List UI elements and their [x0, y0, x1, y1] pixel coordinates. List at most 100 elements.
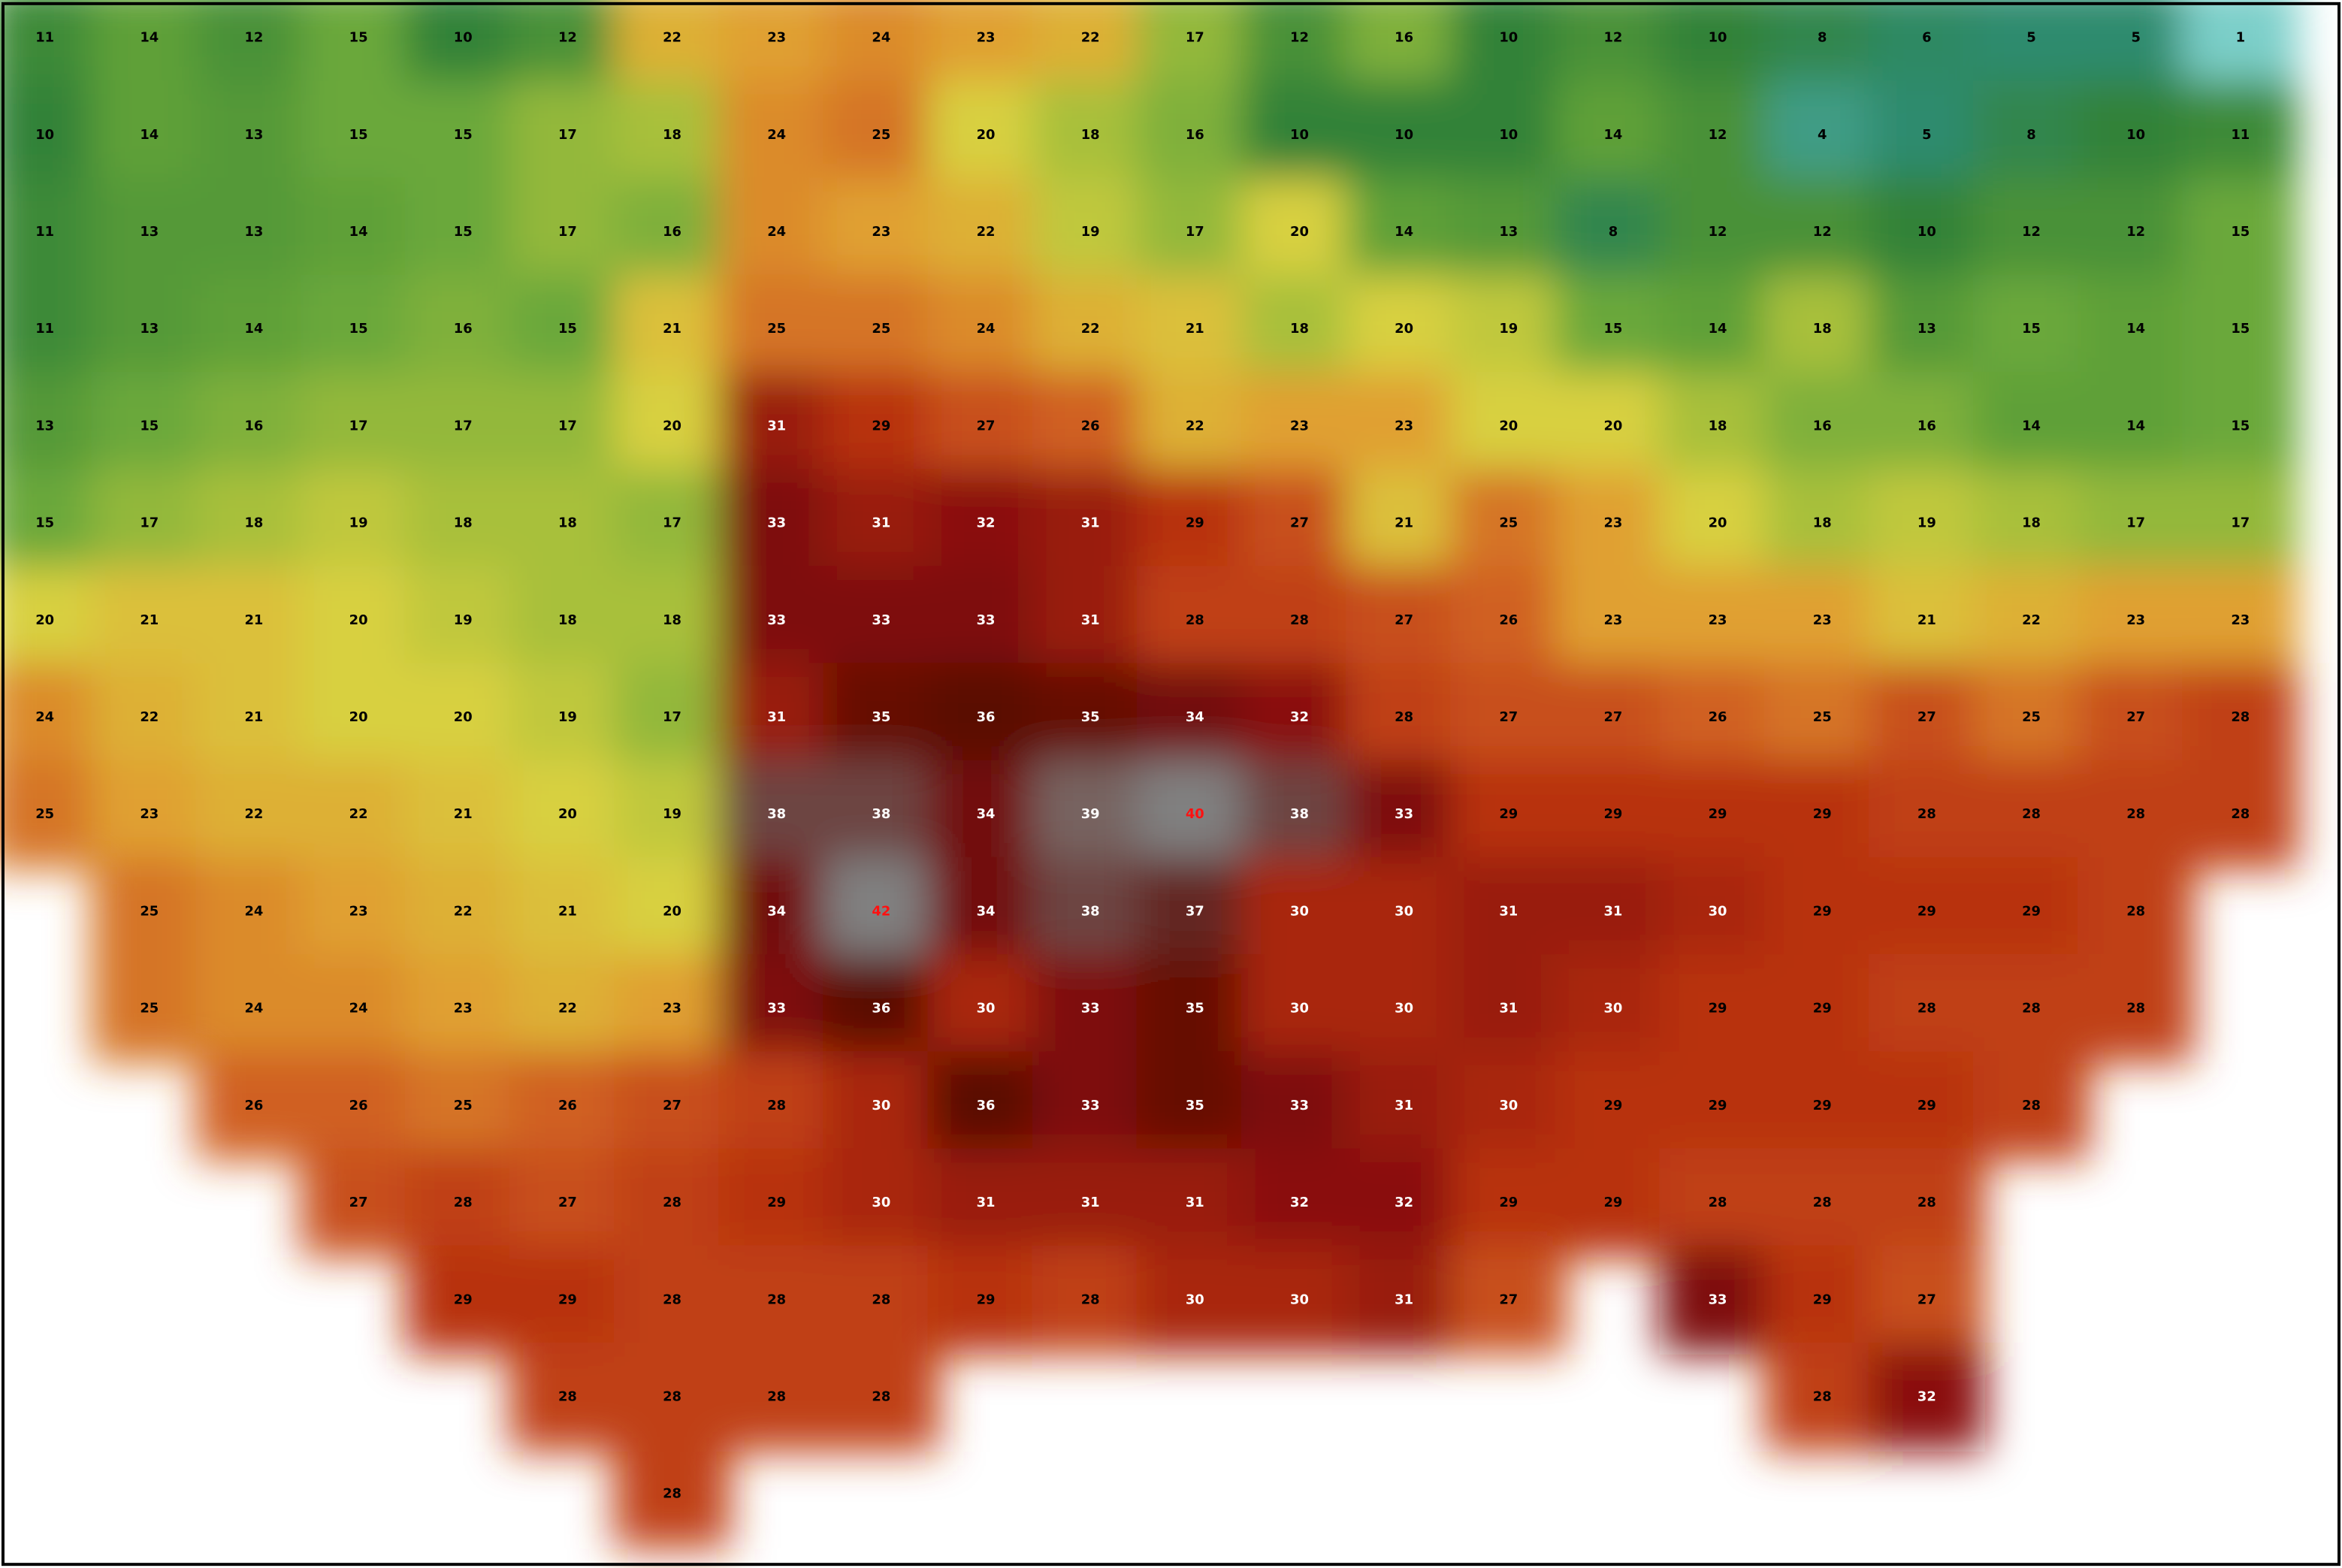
temperature-cell	[1763, 469, 1881, 579]
temperature-label: 31	[767, 709, 786, 725]
temperature-label: 15	[349, 321, 368, 337]
temperature-cell	[404, 760, 521, 869]
temperature-cell	[2078, 469, 2195, 579]
temperature-cell	[823, 760, 940, 869]
temperature-label: 18	[558, 515, 577, 531]
temperature-label: 38	[1290, 806, 1309, 822]
temperature-cell	[823, 954, 940, 1064]
temperature-cell	[1659, 760, 1776, 869]
temperature-label: 14	[2022, 418, 2041, 434]
temperature-label: 30	[1709, 903, 1727, 919]
temperature-label: 33	[767, 1001, 786, 1017]
temperature-cell	[1241, 371, 1358, 481]
temperature-label: 12	[1813, 224, 1832, 240]
temperature-cell	[1868, 274, 1985, 384]
temperature-cell	[300, 566, 417, 675]
temperature-label: 32	[977, 515, 996, 531]
temperature-cell	[300, 663, 417, 772]
temperature-cell	[614, 566, 731, 675]
temperature-label: 22	[454, 903, 473, 919]
temperature-label: 27	[977, 418, 996, 434]
temperature-cell	[1450, 1051, 1567, 1161]
temperature-cell	[509, 177, 626, 287]
temperature-cell	[1241, 274, 1358, 384]
temperature-cell	[927, 760, 1044, 869]
temperature-label: 31	[1081, 1195, 1100, 1210]
temperature-label: 15	[35, 515, 54, 531]
temperature-label: 31	[1081, 515, 1100, 531]
temperature-label: 23	[349, 903, 368, 919]
temperature-cell	[1450, 566, 1567, 675]
temperature-cell	[927, 954, 1044, 1064]
temperature-label: 12	[1709, 224, 1727, 240]
temperature-label: 28	[663, 1292, 681, 1307]
temperature-cell	[91, 760, 208, 869]
temperature-label: 18	[558, 612, 577, 628]
temperature-cell	[1136, 177, 1253, 287]
temperature-label: 29	[977, 1292, 996, 1307]
temperature-cell	[2078, 0, 2195, 93]
temperature-cell	[1868, 1342, 1985, 1452]
temperature-cell	[0, 177, 104, 287]
temperature-label: 13	[1917, 321, 1936, 337]
temperature-label: 33	[872, 612, 890, 628]
temperature-cell	[1868, 1051, 1985, 1161]
temperature-cell	[1763, 760, 1881, 869]
temperature-label: 29	[1186, 515, 1204, 531]
temperature-label: 20	[663, 903, 681, 919]
temperature-label: 22	[245, 806, 264, 822]
temperature-label: 36	[977, 1098, 996, 1113]
temperature-cell	[927, 0, 1044, 93]
temperature-cell	[1555, 177, 1672, 287]
temperature-label: 33	[977, 612, 996, 628]
temperature-label: 21	[1395, 515, 1413, 531]
temperature-label: 13	[245, 224, 264, 240]
temperature-cell	[509, 0, 626, 93]
temperature-cell	[0, 469, 104, 579]
temperature-label: 10	[1917, 224, 1936, 240]
temperature-label: 27	[1917, 1292, 1936, 1307]
temperature-label: 17	[663, 709, 681, 725]
temperature-label: 27	[1395, 612, 1413, 628]
temperature-label: 14	[1603, 127, 1622, 143]
temperature-cell	[1346, 954, 1463, 1064]
temperature-cell	[2078, 371, 2195, 481]
temperature-label: 28	[767, 1389, 786, 1405]
temperature-label: 16	[1395, 30, 1413, 46]
temperature-label: 5	[2131, 30, 2140, 46]
temperature-cell	[404, 1148, 521, 1258]
temperature-label: 27	[1290, 515, 1309, 531]
temperature-label: 20	[663, 418, 681, 434]
temperature-label: 12	[2022, 224, 2041, 240]
temperature-label: 28	[2022, 1001, 2041, 1017]
temperature-cell	[1659, 177, 1776, 287]
temperature-cell	[91, 274, 208, 384]
temperature-cell	[1868, 1148, 1985, 1258]
temperature-cell	[300, 0, 417, 93]
temperature-label: 21	[1186, 321, 1204, 337]
temperature-cell	[1868, 177, 1985, 287]
temperature-label: 17	[2126, 515, 2145, 531]
temperature-label: 26	[349, 1098, 368, 1113]
temperature-cell	[718, 760, 836, 869]
temperature-cell	[1346, 857, 1463, 967]
temperature-label: 29	[1603, 806, 1622, 822]
temperature-cell	[614, 177, 731, 287]
temperature-label: 38	[872, 806, 890, 822]
temperature-cell	[2078, 857, 2195, 967]
temperature-cell	[1241, 566, 1358, 675]
temperature-label: 34	[1186, 709, 1204, 725]
temperature-label: 22	[1186, 418, 1204, 434]
temperature-cell	[1659, 0, 1776, 93]
temperature-label: 17	[140, 515, 159, 531]
temperature-label: 22	[663, 30, 681, 46]
temperature-label: 4	[1818, 127, 1827, 143]
temperature-label: 29	[872, 418, 890, 434]
temperature-cell	[1868, 954, 1985, 1064]
temperature-cell	[1763, 663, 1881, 772]
temperature-label: 23	[1813, 612, 1832, 628]
temperature-cell	[718, 1245, 836, 1355]
temperature-cell	[2182, 760, 2299, 869]
temperature-cell	[2078, 274, 2195, 384]
temperature-label: 27	[1499, 1292, 1518, 1307]
